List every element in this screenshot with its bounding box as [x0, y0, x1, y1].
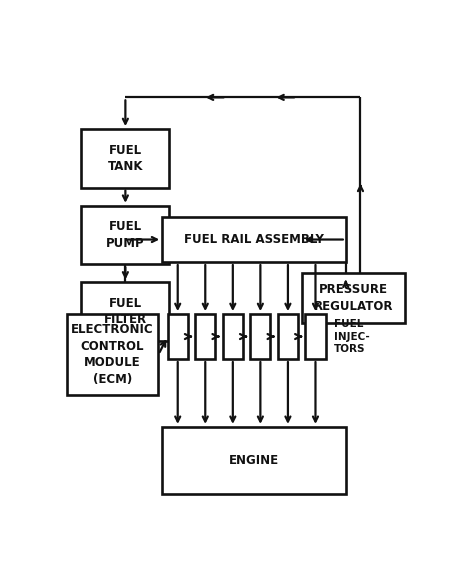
Text: PRESSURE
REGULATOR: PRESSURE REGULATOR [313, 284, 393, 313]
Text: FUEL
TANK: FUEL TANK [108, 144, 143, 173]
Bar [66, 314, 158, 395]
Text: ENGINE: ENGINE [229, 454, 279, 467]
Bar [301, 273, 405, 323]
Bar [82, 282, 169, 341]
Bar [195, 314, 215, 359]
Text: FUEL RAIL ASSEMBLY: FUEL RAIL ASSEMBLY [184, 233, 324, 246]
Bar [278, 314, 298, 359]
Bar [305, 314, 326, 359]
Bar [162, 217, 346, 262]
Text: ELECTRONIC
CONTROL
MODULE
(ECM): ELECTRONIC CONTROL MODULE (ECM) [71, 323, 154, 386]
Text: FUEL
PUMP: FUEL PUMP [106, 220, 145, 250]
Bar [82, 129, 169, 188]
Text: FUEL
FILTER: FUEL FILTER [104, 297, 147, 326]
Text: FUEL
INJEC-
TORS: FUEL INJEC- TORS [334, 319, 369, 355]
Bar [250, 314, 271, 359]
Bar [168, 314, 188, 359]
Bar [223, 314, 243, 359]
Bar [82, 206, 169, 264]
Bar [162, 427, 346, 495]
